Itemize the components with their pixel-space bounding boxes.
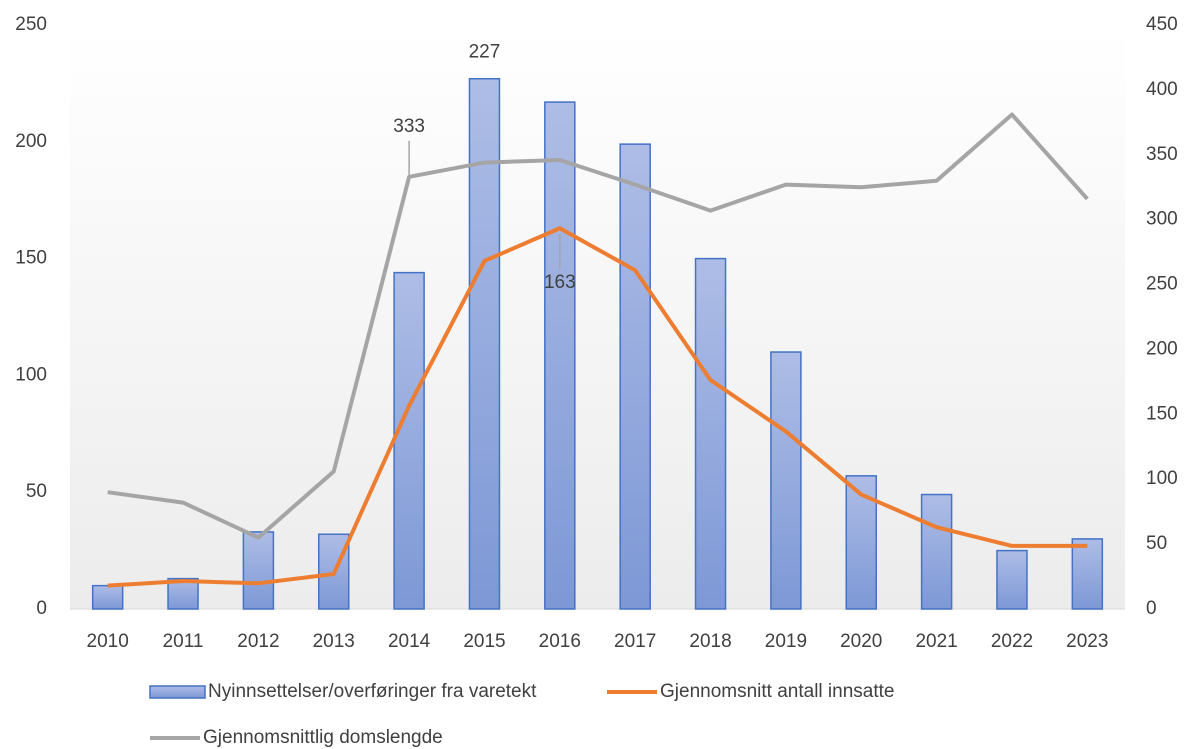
x-tick-label: 2022	[991, 631, 1033, 652]
y2-tick-label: 50	[1146, 533, 1167, 554]
y2-tick-label: 300	[1146, 209, 1178, 230]
y-tick-label: 100	[15, 364, 47, 385]
x-tick-label: 2021	[915, 631, 957, 652]
legend-swatch	[149, 685, 206, 699]
legend-label: Gjennomsnitt antall innsatte	[660, 681, 894, 702]
line-series	[107, 226, 1088, 588]
bar	[393, 271, 425, 610]
y2-tick-label: 250	[1146, 274, 1178, 295]
legend-label: Gjennomsnittlig domslengde	[203, 727, 443, 748]
data-label: 163	[544, 272, 576, 293]
x-tick-label: 2020	[840, 631, 882, 652]
x-tick-label: 2019	[765, 631, 807, 652]
y-tick-label: 50	[26, 481, 47, 502]
bar	[167, 577, 199, 610]
y-tick-label: 200	[15, 131, 47, 152]
y2-tick-label: 100	[1146, 468, 1178, 489]
y2-tick-label: 150	[1146, 403, 1178, 424]
x-tick-label: 2010	[87, 631, 129, 652]
x-tick-label: 2014	[388, 631, 431, 652]
x-tick-label: 2016	[539, 631, 581, 652]
x-tick-label: 2018	[689, 631, 731, 652]
y2-tick-label: 400	[1146, 79, 1178, 100]
bar	[619, 143, 651, 610]
x-tick-label: 2015	[463, 631, 505, 652]
bar	[544, 101, 576, 610]
y2-tick-label: 0	[1146, 598, 1157, 619]
bar	[1071, 538, 1104, 610]
bar	[468, 77, 501, 610]
bar	[996, 549, 1028, 610]
line-series	[107, 112, 1089, 540]
x-tick-label: 2017	[614, 631, 656, 652]
y-tick-label: 0	[36, 598, 47, 619]
bar	[242, 531, 275, 610]
bar	[920, 493, 953, 610]
bar	[694, 257, 727, 610]
x-tick-label: 2023	[1066, 631, 1108, 652]
bar	[770, 351, 802, 610]
x-tick-label: 2013	[313, 631, 355, 652]
y-tick-label: 250	[15, 14, 47, 35]
y-tick-label: 150	[15, 248, 47, 269]
bar	[91, 584, 124, 610]
legend-label: Nyinnsettelser/overføringer fra varetekt	[208, 681, 537, 702]
data-label: 227	[469, 42, 501, 63]
data-label: 333	[393, 116, 425, 137]
y2-tick-label: 450	[1146, 14, 1178, 35]
x-tick-label: 2011	[163, 631, 204, 652]
plot-area	[70, 25, 1125, 609]
y2-tick-label: 200	[1146, 338, 1178, 359]
y2-tick-label: 350	[1146, 144, 1178, 165]
x-tick-label: 2012	[237, 631, 279, 652]
